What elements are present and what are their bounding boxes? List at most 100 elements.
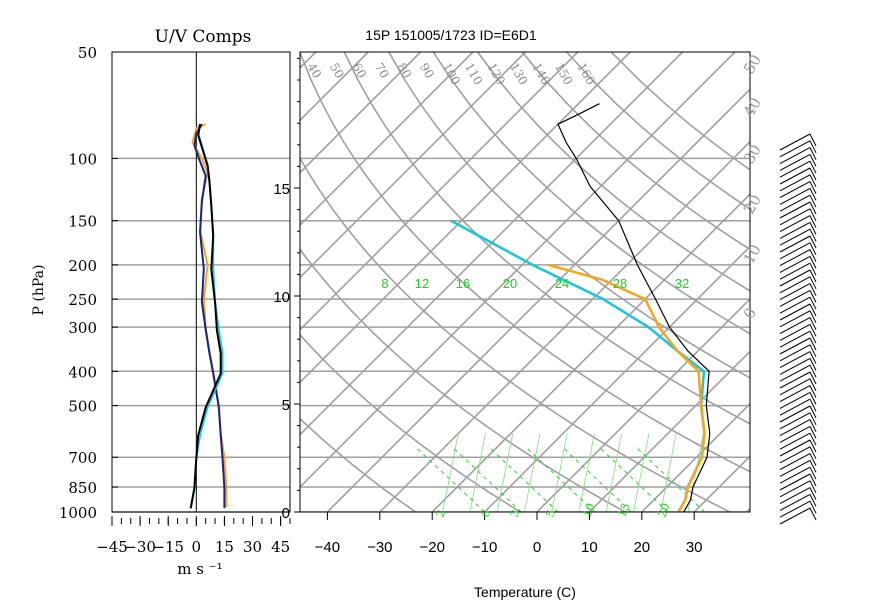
skewt-isotherm-label: 110 <box>462 61 486 88</box>
skewt-bottom-label: 2 <box>434 508 449 519</box>
skewt-mixing-ratio-line <box>469 433 486 512</box>
skewt-mixing-ratio-line <box>605 433 623 512</box>
uv-series-line-1 <box>193 123 226 509</box>
wind-barb-shaft <box>779 480 811 498</box>
wind-barb-shaft <box>779 296 811 314</box>
skewt-right-label: 50 <box>740 51 765 77</box>
skewt-bottom-label: 15 <box>616 501 633 519</box>
skewt-isotherm <box>326 88 750 512</box>
wind-barb-flag <box>809 303 817 317</box>
wind-barb-flag <box>809 337 817 351</box>
skewt-moist-adiabat <box>597 445 669 512</box>
skewt-mixing-ratio-line <box>524 433 541 512</box>
wind-barb-shaft <box>779 147 811 165</box>
wind-barb-flag <box>809 147 817 160</box>
wind-barb-flag <box>809 249 817 262</box>
wind-barb-flag <box>809 364 817 378</box>
wind-barb-flag <box>809 174 817 188</box>
wind-barb-flag <box>809 344 817 358</box>
skewt-xtick-label: −40 <box>315 539 340 556</box>
wind-barb-flag <box>809 405 817 419</box>
wind-barb-flag <box>809 466 817 480</box>
wind-barb-flag <box>809 242 817 256</box>
wind-barb-shaft <box>779 133 811 151</box>
skewt-isotherm-label: 50 <box>327 61 347 81</box>
wind-barb-shaft <box>779 276 811 294</box>
wind-barb-flag <box>809 290 817 303</box>
skewt-moist-adiabat <box>634 445 706 512</box>
wind-barb-shaft <box>779 439 811 457</box>
wind-barb-shaft <box>779 330 811 348</box>
wind-barb-flag <box>809 160 817 174</box>
uv-xtick-label: −15 <box>152 538 184 556</box>
uv-ytick-label: 1000 <box>59 504 97 522</box>
skewt-isotherm <box>300 52 474 227</box>
uv-ytick-label: 150 <box>68 213 97 231</box>
wind-barb-shaft <box>779 323 811 341</box>
skewt-dry-adiabat <box>387 52 750 379</box>
skewt-mixing-ratio-label: 20 <box>503 276 517 291</box>
wind-barb-flag <box>809 439 817 453</box>
wind-barb-shaft <box>779 391 811 409</box>
wind-barb-shaft <box>779 283 811 301</box>
wind-barb-shaft <box>779 357 811 375</box>
wind-barb-shaft <box>779 425 811 443</box>
wind-barb-flag <box>809 378 817 392</box>
skewt-xlabel: Temperature (C) <box>474 584 576 600</box>
wind-barb-shaft <box>779 459 811 477</box>
wind-barb-flag <box>809 453 817 466</box>
wind-barb-shaft <box>779 493 811 511</box>
skewt-right-label: 40 <box>740 94 765 120</box>
skewt-mixing-ratio-line <box>633 433 650 512</box>
wind-barb-shaft <box>779 194 811 212</box>
wind-barb-flag <box>809 235 817 249</box>
wind-barb-flag <box>809 500 817 514</box>
wind-barb-shaft <box>779 262 811 280</box>
uv-ytick-label: 700 <box>68 449 97 467</box>
wind-barb-flag <box>809 269 817 283</box>
wind-barb-flag <box>809 487 817 500</box>
skewt-dry-adiabat <box>343 52 750 425</box>
wind-barb-flag <box>809 446 817 460</box>
wind-barb-flag <box>809 215 817 228</box>
skewt-isotherm <box>300 52 736 489</box>
skewt-bottom-label: 10 <box>581 501 598 519</box>
wind-barb-flag <box>809 262 817 276</box>
wind-barb-flag <box>809 256 817 269</box>
wind-barb-shaft <box>779 419 811 437</box>
wind-barb-shaft <box>779 201 811 219</box>
skewt-plot-area <box>300 52 750 512</box>
skewt-moist-adiabat <box>414 445 485 512</box>
uv-ytick-label: 200 <box>68 257 97 275</box>
wind-barb-shaft <box>779 378 811 396</box>
skewt-bottom-label: 6 <box>479 508 494 519</box>
wind-barb-shaft <box>779 235 811 253</box>
wind-barb-flag <box>809 154 817 167</box>
wind-barb-shaft <box>779 317 811 335</box>
wind-barb-flag <box>809 330 817 344</box>
wind-barb-shaft <box>779 432 811 450</box>
skewt-isotherm <box>641 402 750 512</box>
wind-barb-flag <box>809 324 817 337</box>
wind-barb-flag <box>809 392 817 405</box>
wind-barb-flag <box>809 507 817 521</box>
skewt-dry-adiabat <box>521 52 750 251</box>
skewt-dry-adiabat <box>300 248 627 512</box>
wind-barb-shaft <box>779 398 811 416</box>
wind-barbs <box>779 133 817 525</box>
skewt-mixing-ratio-label: 28 <box>613 276 627 291</box>
skewt-mixing-ratio-label: 24 <box>555 276 569 291</box>
skewt-height-label: 0 <box>282 505 290 522</box>
skewt-isotherm <box>431 193 750 512</box>
uv-xtick-label: 45 <box>271 538 290 556</box>
uv-ytick-label: 850 <box>68 479 97 497</box>
wind-barb-flag <box>809 194 817 208</box>
wind-barb-shaft <box>779 412 811 430</box>
skewt-bottom-label: 20 <box>656 501 673 519</box>
uv-frame <box>111 51 291 513</box>
wind-barb-shaft <box>779 289 811 307</box>
uv-series-line-3 <box>189 124 222 509</box>
